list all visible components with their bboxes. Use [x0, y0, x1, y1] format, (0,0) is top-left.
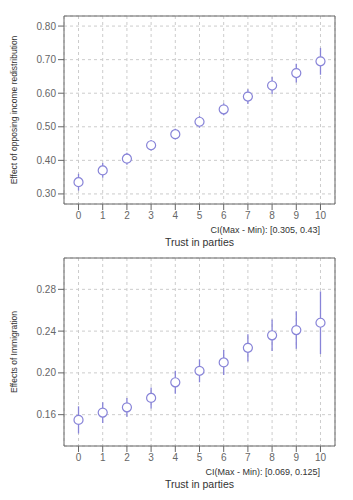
svg-text:Effects of Immigration: Effects of Immigration: [9, 311, 19, 393]
svg-text:0.80: 0.80: [37, 21, 57, 32]
svg-text:7: 7: [245, 452, 251, 463]
svg-text:2: 2: [124, 210, 130, 221]
svg-text:1: 1: [100, 210, 106, 221]
svg-text:5: 5: [197, 452, 203, 463]
svg-text:CI(Max - Min): [0.069, 0.125]: CI(Max - Min): [0.069, 0.125]: [205, 467, 320, 477]
svg-text:6: 6: [221, 452, 227, 463]
svg-text:10: 10: [315, 210, 327, 221]
svg-text:7: 7: [245, 210, 251, 221]
svg-text:8: 8: [269, 452, 275, 463]
svg-text:9: 9: [294, 452, 300, 463]
svg-text:1: 1: [100, 452, 106, 463]
svg-text:0.70: 0.70: [37, 54, 57, 65]
svg-text:0: 0: [76, 210, 82, 221]
svg-text:Trust in parties: Trust in parties: [165, 478, 234, 490]
svg-text:10: 10: [315, 452, 327, 463]
svg-text:0.24: 0.24: [37, 326, 57, 337]
svg-text:0.40: 0.40: [37, 155, 57, 166]
svg-text:4: 4: [173, 452, 179, 463]
svg-text:3: 3: [148, 210, 154, 221]
svg-text:8: 8: [269, 210, 275, 221]
svg-text:0: 0: [76, 452, 82, 463]
svg-text:0.20: 0.20: [37, 367, 57, 378]
svg-text:3: 3: [148, 452, 154, 463]
svg-text:Effect of opposing income redi: Effect of opposing income redistribution: [9, 35, 19, 184]
svg-text:Trust in parties: Trust in parties: [165, 236, 234, 248]
svg-text:6: 6: [221, 210, 227, 221]
svg-text:9: 9: [294, 210, 300, 221]
svg-text:0.50: 0.50: [37, 121, 57, 132]
svg-text:4: 4: [173, 210, 179, 221]
svg-text:CI(Max - Min): [0.305, 0.43]: CI(Max - Min): [0.305, 0.43]: [210, 225, 320, 235]
svg-text:0.30: 0.30: [37, 188, 57, 199]
svg-text:0.60: 0.60: [37, 88, 57, 99]
svg-text:2: 2: [124, 452, 130, 463]
svg-text:0.28: 0.28: [37, 284, 57, 295]
svg-text:5: 5: [197, 210, 203, 221]
svg-text:0.16: 0.16: [37, 409, 57, 420]
